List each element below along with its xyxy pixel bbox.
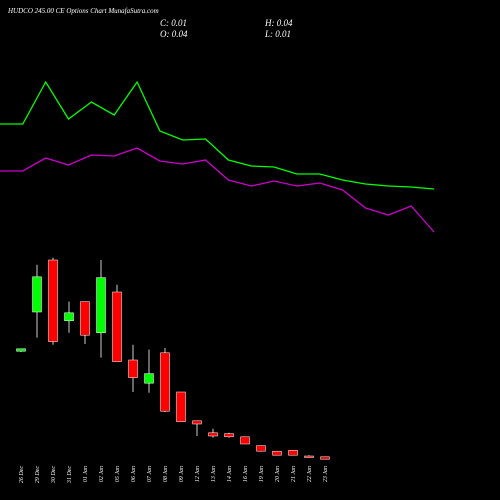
x-tick-label: 09 Jan [179, 466, 185, 482]
x-tick-label: 30 Dec [51, 466, 57, 484]
x-tick-label: 26 Dec [19, 466, 25, 483]
candle-body [96, 277, 106, 334]
x-tick-label: 16 Jan [243, 466, 249, 482]
x-tick-label: 12 Jan [195, 466, 201, 482]
candle-body [112, 291, 122, 362]
x-tick-label: 22 Jan [307, 466, 313, 482]
candle-body [176, 391, 186, 422]
close-label: C: 0.01 [160, 18, 187, 28]
candle-body [48, 259, 58, 342]
candle-body [128, 359, 138, 378]
low-label: L: 0.01 [264, 29, 291, 39]
high-label: H: 0.04 [264, 18, 293, 28]
candle-body [32, 276, 42, 313]
x-tick-label: 31 Dec [67, 466, 73, 484]
candle-body [192, 420, 202, 425]
candle-body [80, 301, 90, 336]
x-tick-label: 13 Jan [211, 466, 217, 482]
indicator-line [0, 80, 435, 190]
candle-body [144, 373, 154, 384]
x-tick-label: 01 Jan [83, 466, 89, 482]
candle-body [160, 352, 170, 412]
x-tick-label: 19 Jan [259, 466, 265, 482]
open-label: O: 0.04 [160, 29, 188, 39]
x-tick-label: 02 Jan [99, 466, 105, 482]
candle-body [64, 312, 74, 322]
x-tick-label: 05 Jan [115, 466, 121, 482]
candle-body [240, 436, 250, 445]
x-tick-label: 08 Jan [163, 466, 169, 482]
candle-body [16, 348, 26, 352]
candle-body [256, 445, 266, 452]
chart-title: HUDCO 245.00 CE Options Chart MunafaSutr… [7, 7, 159, 15]
candle-body [288, 450, 298, 456]
x-tick-label: 29 Dec [35, 466, 41, 483]
x-tick-label: 06 Jan [131, 466, 137, 482]
x-tick-label: 07 Jan [147, 466, 153, 482]
candle-body [304, 455, 314, 458]
x-tick-label: 23 Jan [323, 466, 329, 482]
candle-body [224, 433, 234, 438]
candle-body [320, 456, 330, 460]
indicator-line [0, 147, 435, 233]
x-tick-label: 14 Jan [226, 466, 233, 482]
x-tick-label: 20 Jan [275, 466, 281, 482]
candle-body [208, 432, 218, 437]
x-tick-label: 21 Jan [291, 466, 297, 482]
candle-body [272, 450, 282, 456]
